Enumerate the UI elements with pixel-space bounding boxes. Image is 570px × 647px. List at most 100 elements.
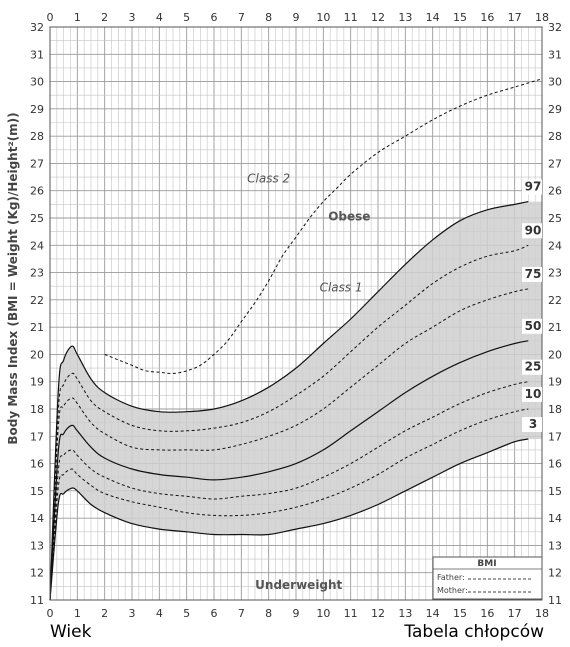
y-tick-label-right: 20 <box>548 348 562 361</box>
y-tick-label-left: 23 <box>30 267 44 280</box>
percentile-label-90: 90 <box>525 223 542 237</box>
legend-father-label: Father: <box>437 573 465 582</box>
x-tick-label-top: 16 <box>480 11 494 24</box>
y-tick-label-right: 12 <box>548 567 562 580</box>
percentile-label-75: 75 <box>525 267 542 281</box>
y-tick-label-left: 22 <box>30 294 44 307</box>
percentile-label-bg <box>522 266 542 282</box>
series-line-97 <box>49 201 529 601</box>
y-tick-label-right: 32 <box>548 21 562 34</box>
y-tick-label-left: 29 <box>30 103 44 116</box>
x-tick-label-top: 9 <box>293 11 300 24</box>
x-tick-label-top: 1 <box>74 11 81 24</box>
x-tick-label-bottom: 0 <box>47 607 54 620</box>
x-tick-label-top: 0 <box>47 11 54 24</box>
annotation-underweight: Underweight <box>255 578 342 592</box>
y-tick-label-right: 30 <box>548 76 562 89</box>
x-tick-label-bottom: 13 <box>398 607 412 620</box>
y-tick-label-right: 17 <box>548 430 562 443</box>
y-tick-label-left: 18 <box>30 403 44 416</box>
y-tick-label-left: 20 <box>30 348 44 361</box>
y-tick-label-right: 23 <box>548 267 562 280</box>
x-tick-label-top: 17 <box>508 11 522 24</box>
x-tick-label-bottom: 15 <box>453 607 467 620</box>
x-tick-label-bottom: 11 <box>344 607 358 620</box>
y-tick-label-left: 11 <box>30 594 44 607</box>
y-tick-label-right: 28 <box>548 130 562 143</box>
x-tick-label-bottom: 5 <box>183 607 190 620</box>
x-tick-label-top: 3 <box>129 11 136 24</box>
x-tick-label-top: 6 <box>211 11 218 24</box>
x-tick-label-bottom: 2 <box>101 607 108 620</box>
y-tick-label-right: 15 <box>548 485 562 498</box>
y-tick-label-left: 27 <box>30 157 44 170</box>
axis-ticks: 0011223344556677889910101111121213131414… <box>30 11 562 620</box>
x-tick-label-top: 5 <box>183 11 190 24</box>
x-tick-label-top: 11 <box>344 11 358 24</box>
y-tick-label-left: 12 <box>30 567 44 580</box>
x-tick-label-bottom: 1 <box>74 607 81 620</box>
x-tick-label-bottom: 3 <box>129 607 136 620</box>
percentile-label-bg <box>522 223 542 239</box>
y-tick-label-left: 31 <box>30 48 44 61</box>
x-tick-label-bottom: 10 <box>316 607 330 620</box>
x-tick-label-bottom: 4 <box>156 607 163 620</box>
shaded-band <box>50 201 542 600</box>
y-tick-label-right: 19 <box>548 376 562 389</box>
y-axis-label: Body Mass Index (BMI = Weight (Kg)/Heigh… <box>6 112 20 444</box>
x-tick-label-top: 18 <box>535 11 549 24</box>
series-lines <box>49 78 543 601</box>
x-tick-label-top: 15 <box>453 11 467 24</box>
x-tick-label-top: 10 <box>316 11 330 24</box>
y-tick-label-right: 24 <box>548 239 562 252</box>
y-tick-label-left: 13 <box>30 539 44 552</box>
x-tick-label-bottom: 14 <box>426 607 440 620</box>
x-tick-label-bottom: 8 <box>265 607 272 620</box>
x-tick-label-bottom: 6 <box>211 607 218 620</box>
y-tick-label-left: 17 <box>30 430 44 443</box>
y-tick-label-left: 24 <box>30 239 44 252</box>
x-tick-label-top: 14 <box>426 11 440 24</box>
series-line-25 <box>49 381 529 601</box>
series-line-75 <box>49 288 529 601</box>
y-tick-label-right: 11 <box>548 594 562 607</box>
percentile-label-bg <box>522 179 542 195</box>
y-tick-label-right: 29 <box>548 103 562 116</box>
annotation-class2: Class 2 <box>247 172 290 186</box>
y-tick-label-left: 30 <box>30 76 44 89</box>
y-tick-label-left: 26 <box>30 185 44 198</box>
y-tick-label-right: 18 <box>548 403 562 416</box>
y-tick-label-right: 25 <box>548 212 562 225</box>
percentile-label-50: 50 <box>525 319 542 333</box>
y-tick-label-left: 25 <box>30 212 44 225</box>
y-tick-label-left: 16 <box>30 458 44 471</box>
percentile-label-3: 3 <box>529 417 537 431</box>
bmi-legend: BMI Father: Mother: <box>432 556 543 600</box>
x-tick-label-bottom: 18 <box>535 607 549 620</box>
percentile-band-fill <box>50 201 542 600</box>
y-tick-label-left: 21 <box>30 321 44 334</box>
x-tick-label-bottom: 16 <box>480 607 494 620</box>
series-line-class-1-class-2-boundary <box>104 78 543 375</box>
x-tick-label-bottom: 17 <box>508 607 522 620</box>
y-tick-label-right: 14 <box>548 512 562 525</box>
footer-age-label: Wiek <box>50 622 92 642</box>
y-tick-label-right: 26 <box>548 185 562 198</box>
y-tick-label-right: 21 <box>548 321 562 334</box>
x-tick-label-top: 2 <box>101 11 108 24</box>
x-tick-label-bottom: 9 <box>293 607 300 620</box>
series-line-50 <box>49 340 529 601</box>
x-tick-label-bottom: 12 <box>371 607 385 620</box>
footer-chart-title: Tabela chłopców <box>404 622 544 642</box>
percentile-label-bg <box>522 318 542 334</box>
legend-mother-label: Mother: <box>437 586 468 595</box>
plot-border <box>49 26 543 601</box>
series-line-3 <box>49 438 529 601</box>
annotation-obese: Obese <box>328 210 370 224</box>
x-tick-label-bottom: 7 <box>238 607 245 620</box>
y-tick-label-right: 16 <box>548 458 562 471</box>
series-line-90 <box>49 244 529 601</box>
x-tick-label-top: 7 <box>238 11 245 24</box>
y-tick-label-right: 22 <box>548 294 562 307</box>
